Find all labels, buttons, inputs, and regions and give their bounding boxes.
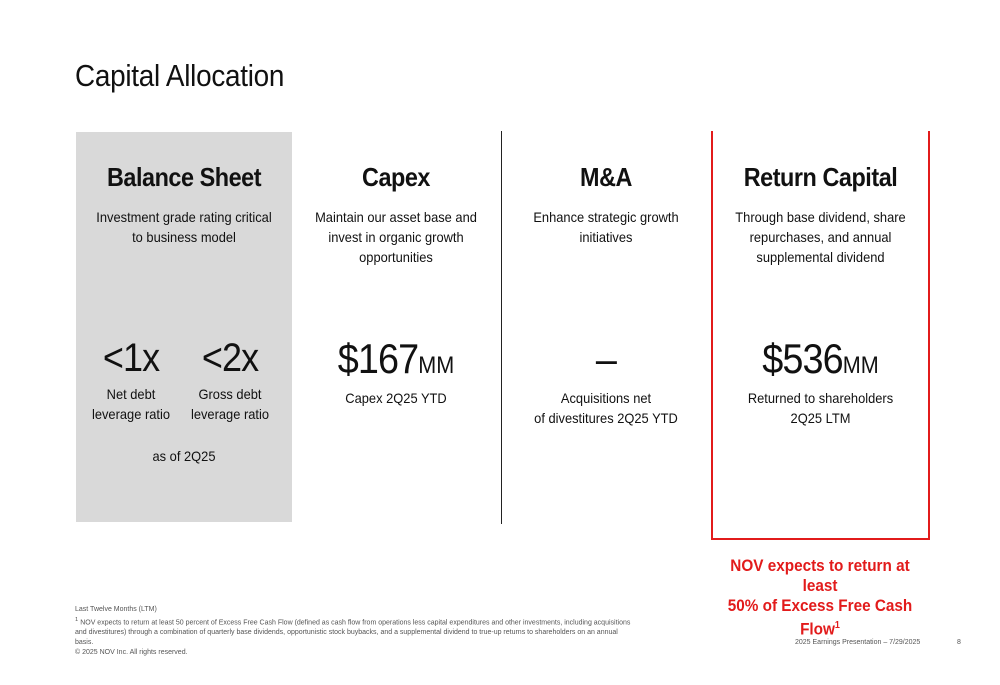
balance-sheet-panel: Balance Sheet Investment grade rating cr…	[76, 132, 292, 522]
callout-footnote-ref: 1	[834, 620, 840, 631]
ma-label: Acquisitions net of divestitures 2Q25 YT…	[514, 388, 698, 428]
gross-debt-label: Gross debt leverage ratio	[190, 386, 270, 422]
ma-heading: M&A	[580, 162, 632, 192]
presentation-label: 2025 Earnings Presentation – 7/29/2025	[795, 639, 921, 646]
balance-sheet-heading: Balance Sheet	[106, 162, 262, 192]
gross-debt-value: <2x	[201, 336, 259, 380]
gross-debt-metric: <2x Gross debt leverage ratio	[180, 335, 280, 424]
ma-label-line2: of divestitures 2Q25 YTD	[534, 410, 678, 426]
net-debt-metric: <1x Net debt leverage ratio	[81, 335, 181, 424]
return-capital-border	[711, 131, 930, 540]
callout-line2: 50% of Excess Free Cash Flow	[727, 596, 913, 639]
footnote-1: 1 NOV expects to return at least 50 perc…	[75, 615, 635, 648]
balance-sheet-description: Investment grade rating critical to busi…	[96, 209, 272, 245]
capex-amount: $167MM	[306, 335, 486, 390]
return-capital-amount: $536MM	[723, 335, 918, 390]
capex-label: Capex 2Q25 YTD	[345, 390, 447, 406]
capex-unit: MM	[418, 352, 455, 379]
fcf-callout: NOV expects to return at least 50% of Ex…	[712, 556, 928, 640]
return-capital-value: $536	[762, 335, 843, 382]
copyright: © 2025 NOV Inc. All rights reserved.	[75, 649, 188, 657]
capex-value: $167	[337, 335, 419, 382]
capex-panel: Capex Maintain our asset base and invest…	[296, 132, 496, 522]
callout-line1: NOV expects to return at least	[730, 556, 910, 595]
callout-line2-wrap: 50% of Excess Free Cash Flow1	[712, 596, 928, 640]
return-capital-heading: Return Capital	[743, 162, 898, 192]
ma-value: –	[595, 335, 617, 382]
return-capital-description: Through base dividend, share repurchases…	[735, 209, 906, 265]
ma-description: Enhance strategic growth initiatives	[533, 209, 679, 245]
capex-description: Maintain our asset base and invest in or…	[315, 209, 477, 265]
return-capital-label-line2: 2Q25 LTM	[790, 410, 851, 426]
net-debt-value: <1x	[102, 336, 160, 380]
footnote-1-text: NOV expects to return at least 50 percen…	[75, 619, 631, 647]
page-number: 8	[957, 639, 961, 646]
footnote-1-marker: 1	[75, 617, 79, 623]
return-capital-unit: MM	[842, 352, 879, 379]
page-title: Capital Allocation	[75, 58, 285, 93]
return-capital-panel: Return Capital Through base dividend, sh…	[712, 132, 929, 522]
return-capital-label: Returned to shareholders 2Q25 LTM	[721, 388, 921, 428]
column-divider	[501, 131, 502, 524]
footnote-ltm: Last Twelve Months (LTM)	[75, 606, 157, 613]
as-of-label: as of 2Q25	[152, 448, 216, 464]
return-capital-label-line1: Returned to shareholders	[747, 390, 894, 406]
capex-heading: Capex	[361, 162, 430, 192]
footnotes: Last Twelve Months (LTM) 1 NOV expects t…	[75, 605, 635, 658]
ma-label-line1: Acquisitions net	[560, 390, 652, 406]
net-debt-label: Net debt leverage ratio	[91, 386, 171, 422]
ma-panel: M&A Enhance strategic growth initiatives…	[506, 132, 706, 522]
